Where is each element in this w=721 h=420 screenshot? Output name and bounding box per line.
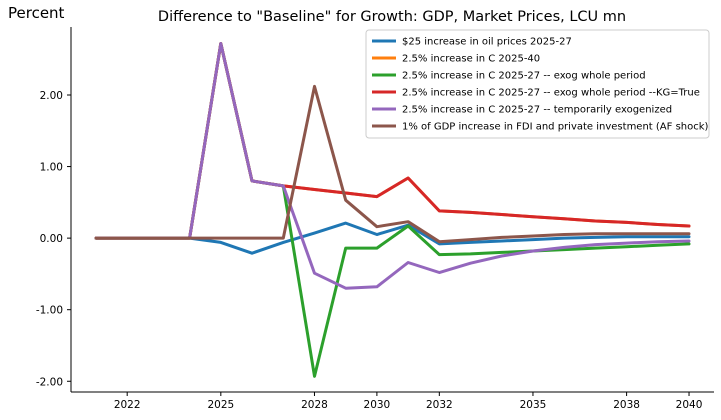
x-tick-label: 2035 [520, 399, 547, 411]
legend-entry: $25 increase in oil prices 2025-27 [402, 37, 572, 48]
series-line-6 [94, 84, 691, 244]
x-tick-label: 2030 [364, 399, 391, 411]
x-tick-label: 2040 [676, 399, 703, 411]
x-tick-label: 2038 [613, 399, 640, 411]
y-tick-label: -1.00 [36, 305, 63, 317]
y-axis-label: Percent [8, 4, 65, 22]
legend-entry: 1% of GDP increase in FDI and private in… [402, 122, 709, 133]
legend-entry: 2.5% increase in C 2025-27 -- temporaril… [402, 105, 672, 116]
legend-entry: 2.5% increase in C 2025-27 -- exog whole… [402, 88, 700, 99]
x-tick-label: 2028 [301, 399, 328, 411]
legend: $25 increase in oil prices 2025-27 2.5% i… [365, 29, 710, 139]
axes: -2.00 -1.00 0.00 1.00 2.00 2022 2025 2028 2030 20… [36, 27, 714, 411]
y-tick-label: -2.00 [36, 376, 63, 388]
y-tick-label: 0.00 [40, 233, 63, 245]
x-tick-label: 2025 [207, 399, 234, 411]
y-tick-label: 2.00 [40, 90, 63, 102]
legend-entry: 2.5% increase in C 2025-27 -- exog whole… [402, 71, 646, 82]
legend-entry: 2.5% increase in C 2025-40 [402, 54, 540, 65]
legend-frame [365, 29, 710, 139]
chart-title: Difference to "Baseline" for Growth: GDP… [158, 9, 626, 25]
series-layer [94, 42, 691, 378]
series-line-5 [94, 42, 691, 290]
x-tick-label: 2022 [114, 399, 141, 411]
x-tick-label: 2032 [426, 399, 453, 411]
y-tick-label: 1.00 [40, 162, 63, 174]
